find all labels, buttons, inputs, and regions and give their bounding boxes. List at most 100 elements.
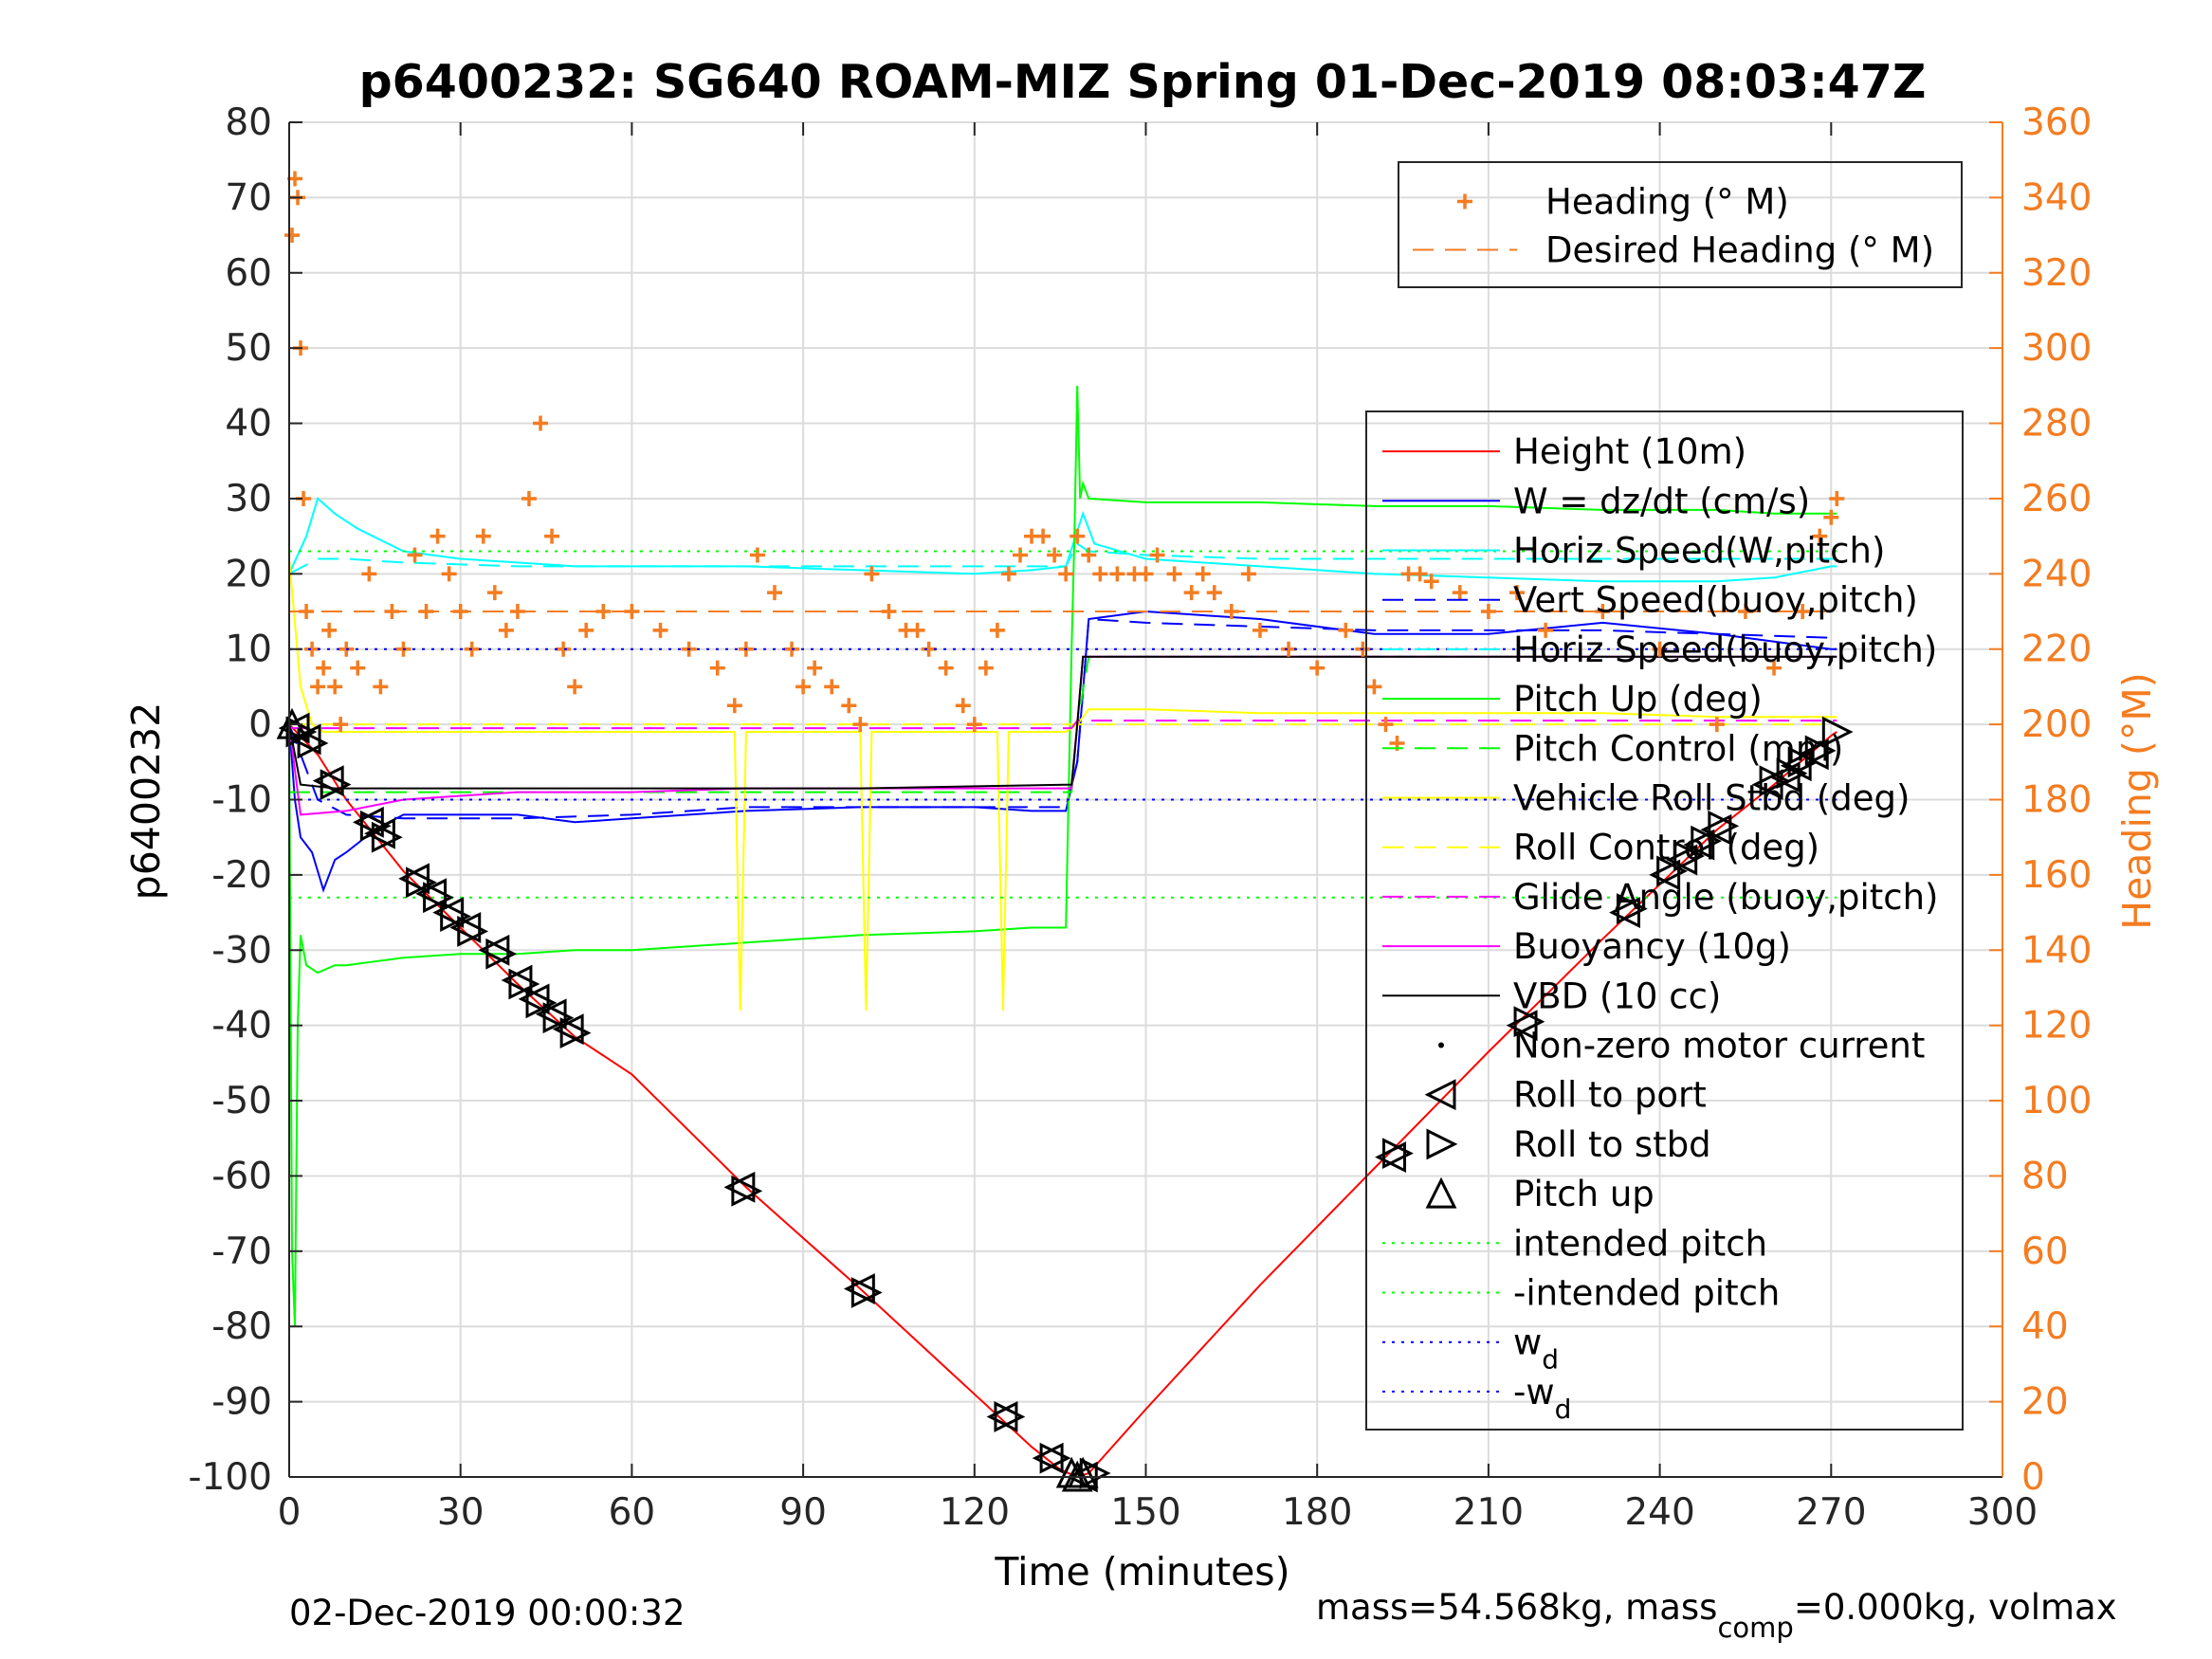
roll-stbd-marker [1759, 765, 1791, 797]
heading-point [1047, 547, 1063, 563]
heading-point [1812, 528, 1828, 544]
roll-stbd-marker [1673, 840, 1706, 872]
heading-point [1000, 566, 1016, 582]
y-axis-label-left: p6400232 [123, 702, 169, 901]
legend-entry-label: VBD (10 cc) [1513, 975, 1721, 1016]
footer-mass-main: mass=54.568kg, mass [1316, 1587, 1717, 1628]
y-tick-label-right: 60 [2021, 1231, 2069, 1273]
y-tick-label-left: 30 [225, 478, 272, 520]
heading-point [1240, 566, 1256, 582]
series-vehicle-roll-stbd-deg [288, 558, 1837, 1011]
heading-point [1206, 585, 1222, 601]
roll-stbd-marker [508, 968, 540, 1000]
y-tick-label-right: 280 [2021, 403, 2092, 446]
heading-point [1309, 660, 1325, 676]
heading-point [989, 622, 1005, 638]
legend-sample [1457, 193, 1472, 210]
y-tick-label-right: 0 [2021, 1456, 2045, 1499]
heading-point [978, 660, 994, 676]
roll-stbd-marker [1787, 746, 1819, 778]
roll-stbd-marker [423, 882, 454, 914]
legend-entry-label: Heading (° M) [1545, 182, 1789, 223]
x-tick-label: 270 [1796, 1491, 1866, 1534]
y-tick-label-right: 260 [2021, 478, 2092, 520]
legend-entry-label: Buoyancy (10g) [1513, 926, 1791, 967]
legend-entry-label: Roll to port [1513, 1075, 1707, 1116]
heading-point [1823, 509, 1839, 525]
event-markers [276, 707, 1854, 1493]
roll-stbd-marker [731, 1175, 763, 1207]
y-tick-label-left: -50 [211, 1080, 272, 1122]
footer-mass-tail: =0.000kg, volmax [1794, 1587, 2117, 1628]
heading-point [533, 415, 549, 431]
y-tick-label-left: 60 [225, 252, 272, 295]
x-tick-label: 240 [1624, 1491, 1694, 1534]
heading-point [955, 698, 971, 714]
heading-point [864, 566, 880, 582]
legend-entry-subscript: d [1555, 1394, 1572, 1425]
legend-entry-label: Pitch Up (deg) [1513, 679, 1763, 720]
y-tick-label-right: 100 [2021, 1080, 2092, 1122]
heading-point [1509, 585, 1526, 601]
y-tick-label-left: 0 [248, 703, 272, 746]
heading-point [1092, 566, 1108, 582]
heading-point [1183, 585, 1199, 601]
roll-stbd-marker [1382, 1138, 1414, 1170]
y-tick-label-left: -20 [211, 854, 272, 897]
heading-point [709, 660, 725, 676]
heading-point [966, 717, 982, 733]
legend-entry-label: Pitch up [1513, 1174, 1654, 1214]
y-tick-label-left: 50 [225, 327, 272, 370]
roll-stbd-marker [320, 769, 352, 801]
series-vbd-10-cc [288, 655, 1837, 790]
heading-point [726, 698, 742, 714]
x-tick-label: 90 [779, 1491, 827, 1534]
roll-stbd-marker [1039, 1442, 1071, 1474]
heading-point [304, 641, 320, 657]
y-tick-label-left: 80 [225, 101, 272, 144]
y-tick-label-left: 20 [225, 553, 272, 595]
heading-point [1058, 566, 1074, 582]
y-tick-label-right: 180 [2021, 779, 2092, 822]
legend-entry-label: W = dz/dt (cm/s) [1513, 481, 1810, 521]
heading-point [852, 717, 868, 733]
legend-entry-label: Non-zero motor current [1513, 1026, 1925, 1066]
y-tick-label-left: -30 [211, 929, 272, 972]
heading-point [1149, 547, 1165, 563]
footer-mass: mass=54.568kg, masscomp=0.000kg, volmax [1316, 1587, 2117, 1644]
y-tick-label-right: 160 [2021, 854, 2092, 897]
series-glide-angle-buoy-pitch [289, 720, 1837, 730]
heading-point [1109, 566, 1125, 582]
legend-main-box [1365, 410, 1964, 1431]
heading-point [766, 585, 782, 601]
y-tick-label-right: 360 [2021, 101, 2092, 144]
y-tick-label-right: 140 [2021, 929, 2092, 972]
x-axis-label: Time (minutes) [994, 1549, 1289, 1595]
x-tick-label: 120 [940, 1491, 1010, 1534]
heading-point [284, 228, 301, 244]
heading-point [1035, 528, 1051, 544]
axes: 0 30 60 90 120 150 180 210 240 270 300807060504030… [188, 101, 2092, 1534]
heading-point [749, 547, 765, 563]
y-tick-label-left: 40 [225, 403, 272, 446]
x-tick-label: 30 [437, 1491, 484, 1534]
y-tick-label-right: 300 [2021, 327, 2092, 370]
legend-sample [1438, 1042, 1444, 1048]
heading-point [373, 679, 389, 695]
roll-stbd-marker [440, 901, 472, 932]
y-tick-label-right: 20 [2021, 1381, 2069, 1424]
legend-entry-label: -intended pitch [1513, 1273, 1780, 1314]
roll-stbd-marker [850, 1277, 883, 1308]
legend-sample [1424, 1079, 1456, 1111]
y-tick-label-left: -100 [188, 1456, 272, 1499]
roll-stbd-marker [525, 987, 558, 1019]
roll-port-marker [1032, 1442, 1064, 1474]
roll-stbd-marker [1513, 1006, 1545, 1038]
y-tick-label-right: 340 [2021, 176, 2092, 219]
y-tick-label-right: 80 [2021, 1155, 2069, 1197]
heading-point [824, 679, 840, 695]
legend-entry-label: Desired Heading (° M) [1545, 230, 1934, 271]
heading-point [652, 622, 668, 638]
legend-entry-label: Vehicle Roll Stbd (deg) [1513, 778, 1910, 819]
